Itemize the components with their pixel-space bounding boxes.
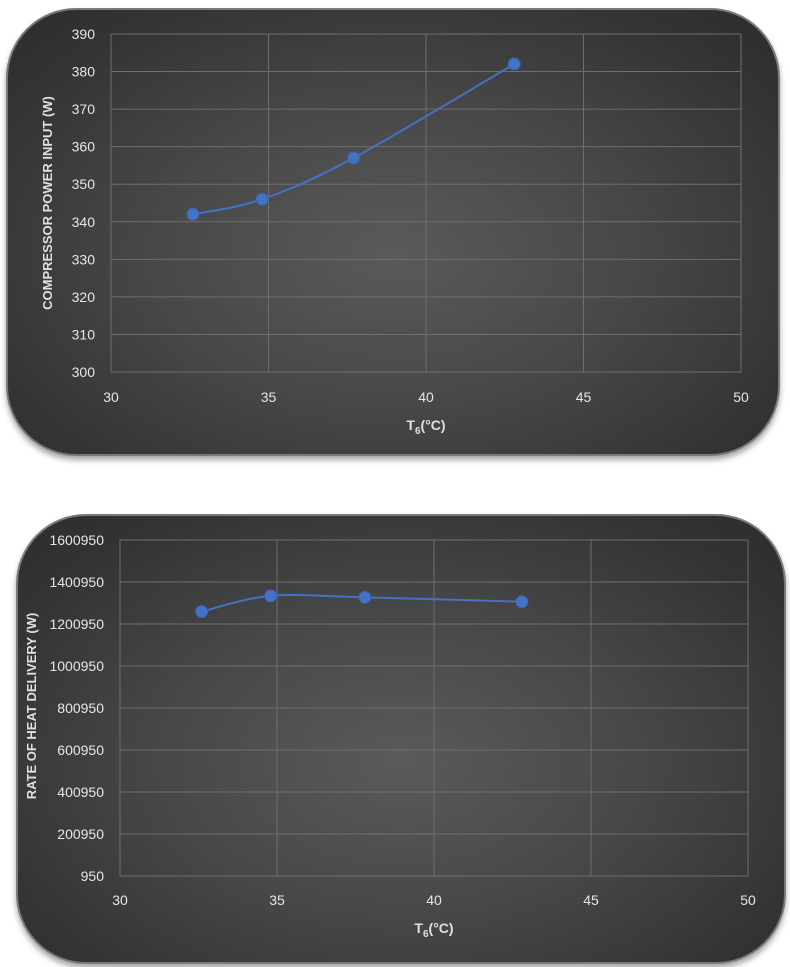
chart-compressor-power: 30 35 40 45 50 300 310 320 330 340 350 360 370 380 39… <box>6 8 780 456</box>
x-tick-label: 40 <box>426 892 442 908</box>
x-tick-label: 35 <box>269 892 285 908</box>
x-tick-label: 50 <box>733 389 749 405</box>
x-tick-labels: 30 35 40 45 50 <box>103 389 749 405</box>
y-tick-label: 1400950 <box>49 574 104 590</box>
x-tick-label: 30 <box>112 892 128 908</box>
y-tick-label: 1000950 <box>49 658 104 674</box>
y-tick-label: 400950 <box>57 784 104 800</box>
y-tick-label: 200950 <box>57 826 104 842</box>
grid-lines <box>119 539 749 877</box>
x-axis-title: T6(°C) <box>406 417 445 437</box>
y-axis-title: COMPRESSOR POWER INPUT (W) <box>40 96 55 310</box>
y-tick-label: 350 <box>72 176 96 192</box>
y-tick-label: 800950 <box>57 700 104 716</box>
y-axis-title: RATE OF HEAT DELIVERY (W) <box>24 613 39 800</box>
y-tick-label: 330 <box>72 251 96 267</box>
y-tick-label: 1600950 <box>49 532 104 548</box>
series-group <box>186 57 521 221</box>
x-tick-label: 45 <box>583 892 599 908</box>
chart-heat-delivery: 30 35 40 45 50 950 200950 400950 600950 800950 10… <box>16 514 786 964</box>
y-tick-label: 300 <box>72 364 96 380</box>
y-tick-label: 320 <box>72 289 96 305</box>
x-tick-label: 30 <box>103 389 119 405</box>
y-tick-label: 340 <box>72 214 96 230</box>
data-point <box>195 605 209 619</box>
data-point <box>255 192 269 206</box>
x-tick-label: 35 <box>261 389 277 405</box>
chart-compressor-power-svg: 30 35 40 45 50 300 310 320 330 340 350 360 370 380 39… <box>40 26 749 437</box>
data-point <box>515 595 529 609</box>
data-point <box>507 57 521 71</box>
series-line <box>192 63 515 216</box>
x-tick-label: 50 <box>740 892 756 908</box>
x-tick-labels: 30 35 40 45 50 <box>112 892 756 908</box>
y-tick-label: 390 <box>72 26 96 42</box>
x-tick-label: 40 <box>418 389 434 405</box>
y-tick-labels: 950 200950 400950 600950 800950 1000950 120095… <box>49 532 104 884</box>
y-tick-label: 950 <box>81 868 105 884</box>
series-line <box>201 593 522 613</box>
y-tick-label: 310 <box>72 326 96 342</box>
chart-heat-delivery-svg: 30 35 40 45 50 950 200950 400950 600950 800950 10… <box>24 532 756 940</box>
data-point <box>347 151 361 165</box>
x-axis-title: T6(°C) <box>414 920 453 940</box>
series-group <box>195 589 529 619</box>
y-tick-label: 1200950 <box>49 616 104 632</box>
data-point <box>186 207 200 221</box>
data-point <box>358 590 372 604</box>
grid-lines <box>110 33 742 373</box>
y-tick-labels: 300 310 320 330 340 350 360 370 380 390 <box>72 26 96 380</box>
x-tick-label: 45 <box>576 389 592 405</box>
y-tick-label: 370 <box>72 101 96 117</box>
y-tick-label: 600950 <box>57 742 104 758</box>
y-tick-label: 360 <box>72 139 96 155</box>
data-point <box>264 589 278 603</box>
y-tick-label: 380 <box>72 64 96 80</box>
